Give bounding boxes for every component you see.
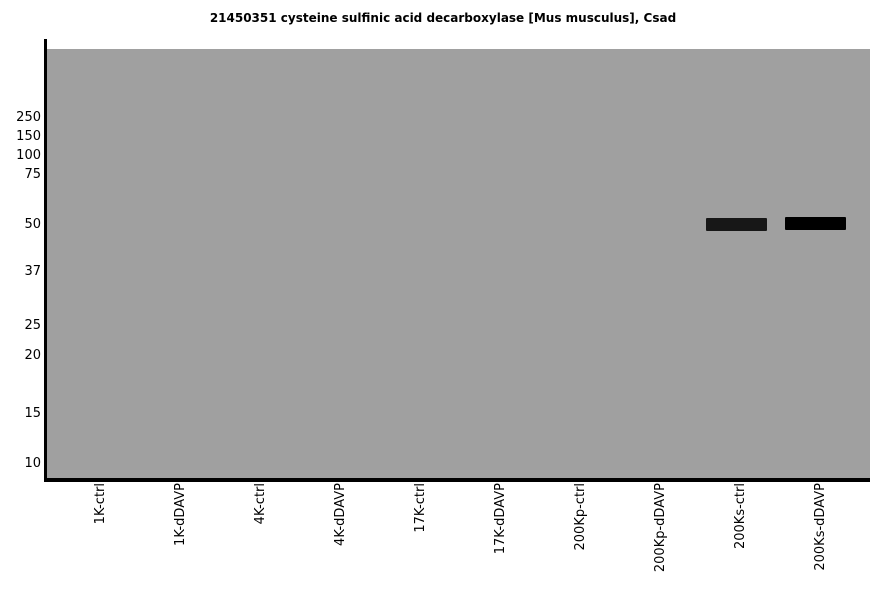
x-lane-label-17K-ctrl: 17K-ctrl: [413, 483, 428, 533]
y-tick-label-10: 10: [24, 456, 41, 471]
x-lane-label-200Ks-dDAVP: 200Ks-dDAVP: [813, 483, 828, 571]
protein-band-200Ks-dDAVP: [785, 217, 846, 230]
y-tick-label-75: 75: [24, 167, 41, 182]
y-tick-label-25: 25: [24, 318, 41, 333]
x-lane-label-17K-dDAVP: 17K-dDAVP: [493, 483, 508, 555]
x-lane-label-4K-dDAVP: 4K-dDAVP: [333, 483, 348, 546]
y-tick-label-37: 37: [24, 264, 41, 279]
x-lane-label-200Kp-ctrl: 200Kp-ctrl: [573, 483, 588, 551]
y-tick-label-20: 20: [24, 348, 41, 363]
protein-band-200Ks-ctrl: [706, 218, 767, 231]
x-lane-label-200Kp-dDAVP: 200Kp-dDAVP: [653, 483, 668, 573]
plot-area: [47, 49, 870, 478]
y-tick-label-100: 100: [16, 148, 41, 163]
x-lane-label-200Ks-ctrl: 200Ks-ctrl: [733, 483, 748, 550]
y-axis-line: [44, 39, 47, 482]
x-axis-line: [44, 478, 870, 482]
y-tick-label-150: 150: [16, 129, 41, 144]
chart-title: 21450351 cysteine sulfinic acid decarbox…: [209, 11, 677, 25]
y-tick-label-50: 50: [24, 217, 41, 232]
y-tick-label-15: 15: [24, 406, 41, 421]
y-tick-label-250: 250: [16, 110, 41, 125]
x-lane-label-1K-dDAVP: 1K-dDAVP: [173, 483, 188, 546]
x-lane-label-1K-ctrl: 1K-ctrl: [93, 483, 108, 525]
x-lane-label-4K-ctrl: 4K-ctrl: [253, 483, 268, 525]
